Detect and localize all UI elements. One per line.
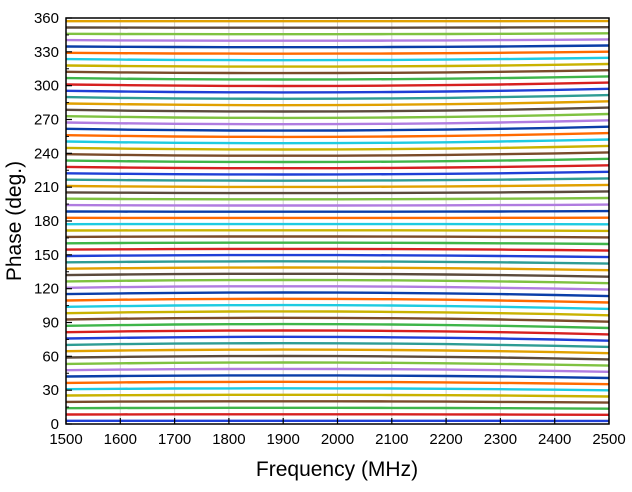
x-axis-label: Frequency (MHz) xyxy=(256,458,418,481)
y-tick-label: 270 xyxy=(34,112,59,129)
x-tick-label: 2400 xyxy=(538,431,571,448)
y-tick-label: 150 xyxy=(34,247,59,264)
x-tick-label: 1800 xyxy=(212,431,245,448)
series-line xyxy=(66,211,609,212)
series-line xyxy=(66,33,609,34)
series-line xyxy=(66,401,609,402)
y-axis-label: Phase (deg.) xyxy=(3,161,26,281)
y-tick-label: 0 xyxy=(51,416,59,433)
series-line xyxy=(66,27,609,28)
x-tick-label: 2500 xyxy=(592,431,625,448)
series-line xyxy=(66,408,609,409)
x-tick-label: 1700 xyxy=(158,431,191,448)
x-tick-label: 1500 xyxy=(49,431,82,448)
y-tick-label: 210 xyxy=(34,179,59,196)
y-tick-label: 360 xyxy=(34,10,59,27)
x-tick-label: 1900 xyxy=(267,431,300,448)
series-line xyxy=(66,205,609,206)
y-tick-label: 180 xyxy=(34,213,59,230)
series-line xyxy=(66,243,609,244)
x-tick-label: 2300 xyxy=(484,431,517,448)
series-line xyxy=(66,39,609,40)
series-line xyxy=(66,414,609,415)
x-tick-label: 2100 xyxy=(375,431,408,448)
series-line xyxy=(66,230,609,231)
y-tick-label: 330 xyxy=(34,44,59,61)
y-tick-label: 240 xyxy=(34,145,59,162)
y-tick-label: 120 xyxy=(34,281,59,298)
y-tick-label: 90 xyxy=(42,315,59,332)
x-tick-label: 2000 xyxy=(321,431,354,448)
y-tick-label: 30 xyxy=(42,382,59,399)
x-tick-label: 2200 xyxy=(429,431,462,448)
y-tick-label: 300 xyxy=(34,78,59,95)
series-line xyxy=(66,237,609,238)
x-tick-label: 1600 xyxy=(104,431,137,448)
y-tick-label: 60 xyxy=(42,348,59,365)
series-line xyxy=(66,198,609,199)
